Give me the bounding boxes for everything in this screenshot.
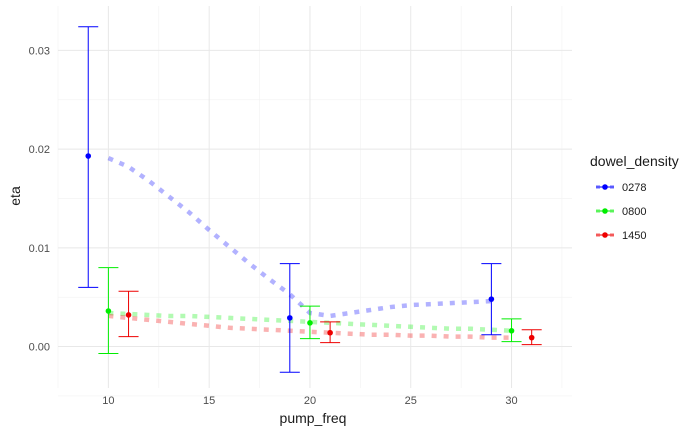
x-axis-title: pump_freq (280, 410, 347, 426)
legend-label-0278: 0278 (622, 182, 646, 194)
legend-label-1450: 1450 (622, 230, 646, 242)
legend-label-0800: 0800 (622, 206, 646, 218)
y-axis-title: eta (7, 186, 23, 206)
legend-point-key-0800 (602, 208, 608, 214)
y-tick-label: 0.03 (29, 45, 50, 57)
data-point-0800 (508, 327, 515, 334)
x-tick-label: 15 (203, 395, 215, 407)
y-axis-tick-labels: 0.00 0.01 0.02 0.03 (29, 45, 50, 353)
x-tick-label: 10 (102, 395, 114, 407)
legend-point-key-1450 (602, 232, 608, 238)
x-axis-tick-labels: 10 15 20 25 30 (102, 395, 517, 407)
legend: dowel_density 0278 0800 1450 (590, 153, 679, 242)
trend-lines (107, 155, 512, 340)
x-tick-label: 25 (405, 395, 417, 407)
trend-line-0800 (108, 310, 512, 333)
legend-items: 0278 0800 1450 (596, 182, 646, 242)
trend-line-0278 (107, 155, 492, 319)
x-tick-label: 30 (505, 395, 517, 407)
legend-title: dowel_density (590, 153, 679, 169)
x-tick-label: 20 (304, 395, 316, 407)
data-points (85, 153, 535, 341)
y-tick-label: 0.00 (29, 342, 50, 354)
trend-line-1450 (108, 313, 512, 340)
data-point-0800 (307, 320, 313, 326)
y-tick-label: 0.01 (29, 243, 50, 255)
data-point-0278 (287, 315, 293, 321)
y-tick-label: 0.02 (29, 144, 50, 156)
data-point-0278 (85, 153, 92, 159)
data-point-1450 (125, 312, 132, 318)
data-point-1450 (528, 334, 535, 341)
data-point-0278 (488, 296, 495, 302)
minor-gridlines (57, 6, 572, 397)
legend-point-key-0278 (602, 184, 608, 190)
data-point-0800 (105, 308, 112, 314)
data-point-1450 (327, 329, 333, 336)
